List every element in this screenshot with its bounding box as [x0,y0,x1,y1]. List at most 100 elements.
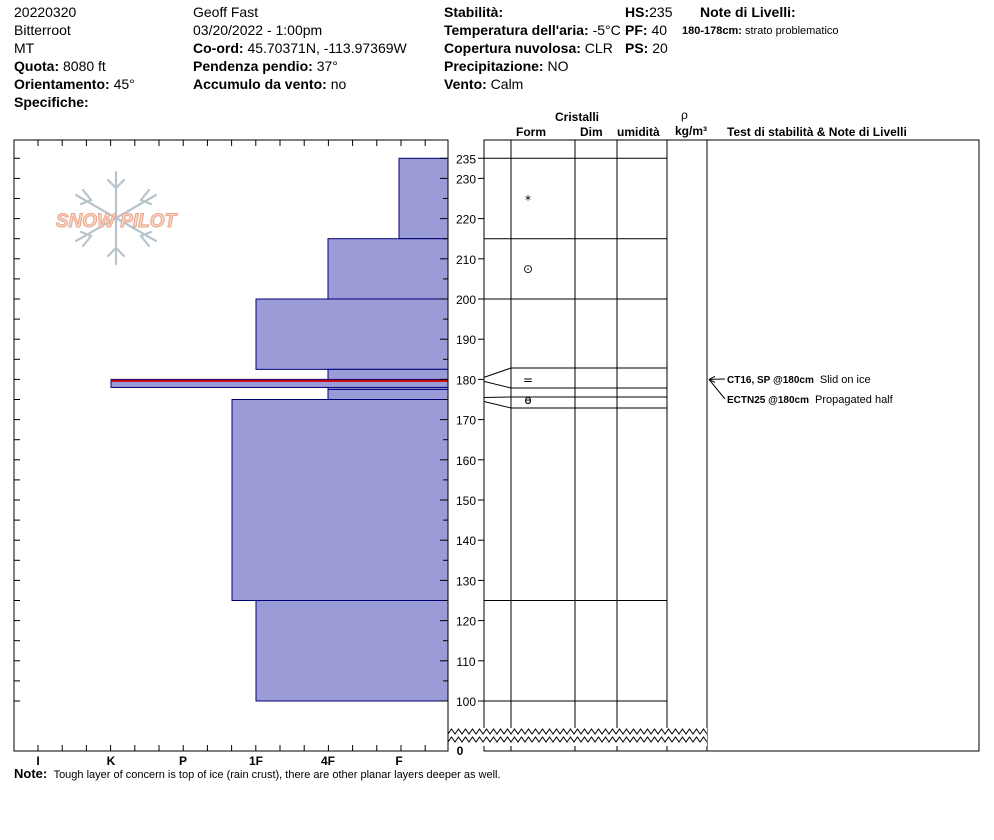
break-zigzag [447,728,708,735]
air-temp-value: -5°C [592,22,621,38]
coords: Co-ord: 45.70371N, -113.97369W [193,40,407,56]
grain-form-symbol: * [525,193,531,207]
wind-loading-value: no [330,76,347,92]
layer-leader-line [483,396,512,398]
crystal-table-frame [483,139,980,752]
col-density-unit: kg/m³ [675,124,708,138]
hardness-label: K [107,754,116,768]
snowpilot-logo: SNOW PILOT [55,170,178,266]
layer-note-range: 180-178cm: [682,25,742,37]
hardness-label: P [179,754,187,768]
note-label: Note: [14,766,48,781]
hardness-plot-frame [13,139,449,752]
hs-label: HS: [625,4,650,20]
hardness-label: 4F [321,754,335,768]
grain-form-symbol: ⊙ [523,262,533,276]
grain-form-symbol: ɵ [524,393,531,407]
stability-test: CT16, SP @180cm Slid on ice [727,374,871,386]
hardness-layer [398,157,449,240]
hardness-label: 1F [249,754,263,768]
cloud-cover: Copertura nuvolosa: CLR [444,40,613,56]
stability-label: Stabilità: [444,4,504,20]
ps-label: PS: [625,40,649,56]
layer-note: 180-178cm: strato problematico [682,25,839,38]
precipitation: Precipitazione: NO [444,58,568,74]
range: Bitterroot [14,22,71,38]
coords-label: Co-ord: [193,40,244,56]
wind-value: Calm [490,76,524,92]
aspect-label: Orientamento: [14,76,110,92]
coords-value: 45.70371N, -113.97369W [247,40,407,56]
slope: Pendenza pendio: 37° [193,58,338,74]
height-label: 160 [456,454,476,468]
col-rho: ρ [681,108,688,122]
ps-value: 20 [652,40,668,56]
state: MT [14,40,35,56]
stability-test: ECTN25 @180cm Propagated half [727,394,894,406]
aspect-value: 45° [113,76,135,92]
aspect: Orientamento: 45° [14,76,135,92]
cloud-value: CLR [584,40,613,56]
col-tests: Test di stabilità & Note di Livelli [727,125,907,139]
pf: PF: 40 [625,22,668,38]
height-label: 180 [456,373,476,387]
hardness-layer [255,600,449,702]
height-label: 200 [456,293,476,307]
hardness-layer [327,238,449,300]
footer-note: Note: Tough layer of concern is top of i… [14,766,501,783]
col-moisture: umidità [617,125,660,139]
wind-label: Vento: [444,76,487,92]
hardness-label: F [395,754,402,768]
height-label: 170 [456,414,476,428]
height-label: 130 [456,574,476,588]
height-label: 100 [456,695,476,709]
hardness-label: I [36,754,39,768]
height-label: 150 [456,494,476,508]
hardness-layer [255,298,449,370]
break-zigzag [447,736,708,743]
precip-value: NO [547,58,569,74]
note-text: Tough layer of concern is top of ice (ra… [53,769,501,781]
col-form: Form [516,125,546,139]
slope-value: 37° [316,58,338,74]
pf-value: 40 [651,22,668,38]
height-label: 235 [456,152,476,166]
layer-notes-label: Note di Livelli: [700,4,796,20]
wind: Vento: Calm [444,76,523,92]
elevation-label: Quota: [14,58,60,74]
observer: Geoff Fast [193,4,259,20]
cloud-label: Copertura nuvolosa: [444,40,581,56]
slope-label: Pendenza pendio: [193,58,313,74]
layer-leader-line [483,367,512,378]
hs: HS:235 [625,4,672,20]
wind-loading: Accumulo da vento: no [193,76,346,92]
col-dim: Dim [580,125,603,139]
height-label: 210 [456,253,476,267]
height-label: 110 [456,655,475,669]
col-crystals: Cristalli [555,110,600,124]
layer-note-text: strato problematico [745,25,839,37]
logo-text: SNOW PILOT [56,211,178,232]
air-temp-label: Temperatura dell'aria: [444,22,589,38]
hardness-layer [231,399,449,601]
elevation: Quota: 8080 ft [14,58,106,74]
height-label: 220 [456,213,476,227]
layer-leader-line [483,380,512,389]
date: 20220320 [14,4,77,20]
ps: PS: 20 [625,40,668,56]
height-label: 230 [456,172,476,186]
wind-loading-label: Accumulo da vento: [193,76,327,92]
hs-value: 235 [649,4,673,20]
layer-leader-line [483,401,512,409]
test-leader [708,379,726,400]
specifics-label: Specifiche: [14,94,89,110]
grain-form-symbol: = [523,373,533,387]
snowflake-icon [74,170,158,266]
height-label: 120 [456,615,476,629]
precip-label: Precipitazione: [444,58,544,74]
elevation-value: 8080 ft [63,58,106,74]
height-label: 140 [456,534,476,548]
pf-label: PF: [625,22,648,38]
height-zero-label: 0 [457,744,464,758]
